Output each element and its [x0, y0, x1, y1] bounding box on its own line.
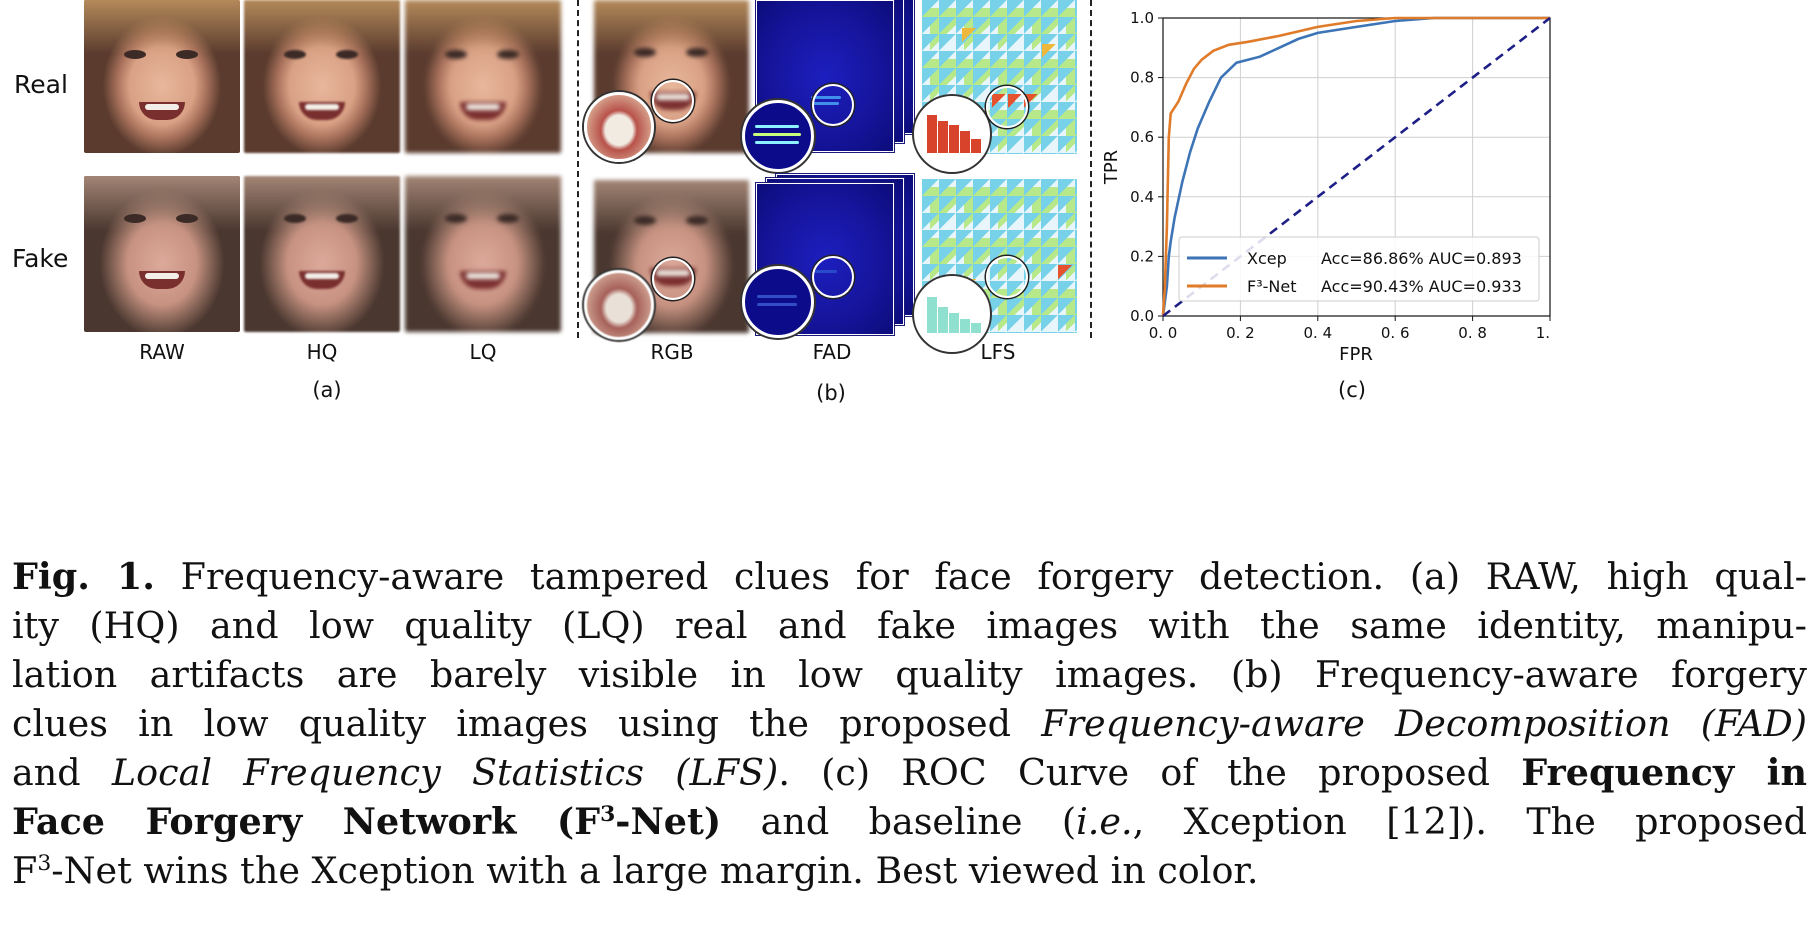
- y-tick-label-1: 0.2: [1130, 247, 1154, 265]
- legend-stats-xcep: Acc=86.86% AUC=0.893: [1321, 249, 1522, 268]
- caption-line-2: ity (HQ) and low quality (LQ) real and f…: [12, 604, 1807, 647]
- panel-label-a: (a): [312, 378, 342, 402]
- fad-fake-marker: [812, 256, 854, 298]
- x-tick-label-5: 1. 0: [1536, 324, 1555, 342]
- x-ticks: 0. 0 0. 2 0. 4 0. 6 0. 8 1. 0: [1149, 316, 1555, 342]
- network-name-part-2: Face Forgery Network (F3-Net): [12, 800, 722, 843]
- col-label-lfs: LFS: [980, 340, 1016, 364]
- y-tick-label-2: 0.4: [1130, 188, 1154, 206]
- caption-line-4: clues in low quality images using the pr…: [12, 702, 1807, 745]
- x-tick-label-4: 0. 8: [1458, 324, 1487, 342]
- fad-term: Frequency-aware Decomposition (FAD): [1041, 702, 1807, 745]
- rgb-fake: [594, 180, 749, 333]
- col-label-rgb: RGB: [650, 340, 694, 364]
- y-axis-label: TPR: [1101, 150, 1122, 185]
- x-axis-label: FPR: [1339, 344, 1373, 365]
- fad-real-zoom: [742, 100, 814, 172]
- rgb-real: [594, 0, 749, 153]
- roc-chart: 0. 0 0. 2 0. 4 0. 6 0. 8 1. 0 0.0 0.2 0.4 0.6 0.8…: [1101, 9, 1555, 365]
- face-real-lq: [405, 0, 561, 153]
- rgb-real-mouth-zoom: [584, 92, 654, 162]
- divider-b-c: [1090, 0, 1092, 338]
- row-label-real: Real: [14, 70, 68, 99]
- caption-line-7: F3-Net wins the Xception with a large ma…: [12, 849, 1259, 892]
- series-line-xcep: [1161, 16, 1550, 317]
- legend-name-xcep: Xcep: [1247, 249, 1287, 268]
- caption-line-3: lation artifacts are barely visible in l…: [12, 653, 1807, 696]
- lfs-real-marker: [986, 86, 1028, 128]
- face-fake-hq: [244, 176, 400, 332]
- caption-line-5: and Local Frequency Statistics (LFS). (c…: [12, 751, 1808, 794]
- panel-label-c: (c): [1338, 378, 1366, 402]
- face-real-hq: [244, 0, 400, 153]
- col-label-lq: LQ: [469, 340, 497, 364]
- rgb-fake-mouth-zoom: [584, 270, 654, 340]
- face-fake-raw: [84, 176, 240, 332]
- col-label-fad: FAD: [812, 340, 852, 364]
- row-label-fake: Fake: [12, 244, 69, 273]
- x-tick-label-2: 0. 4: [1303, 324, 1332, 342]
- y-tick-label-4: 0.8: [1130, 69, 1154, 87]
- network-name-part-1: Frequency in: [1521, 751, 1808, 794]
- x-tick-label-3: 0. 6: [1381, 324, 1410, 342]
- series-line-f-net: [1161, 16, 1550, 317]
- legend-stats-f3net: Acc=90.43% AUC=0.933: [1321, 277, 1522, 296]
- divider-a-b: [577, 0, 579, 338]
- fad-real-marker: [812, 84, 854, 126]
- figure-number: Fig. 1.: [12, 555, 155, 598]
- figure-caption: Fig. 1. Frequency-aware tampered clues f…: [12, 552, 1807, 895]
- fad-fake-zoom: [742, 266, 814, 338]
- legend: Xcep Acc=86.86% AUC=0.893 F³-Net Acc=90.…: [1178, 236, 1540, 302]
- caption-line-6: Face Forgery Network (F3-Net) and baseli…: [12, 800, 1807, 843]
- y-tick-label-0: 0.0: [1130, 307, 1154, 325]
- plot-frame: [1162, 17, 1551, 317]
- lfs-term: Local Frequency Statistics (LFS): [111, 751, 779, 794]
- y-tick-label-5: 1.0: [1130, 9, 1154, 27]
- panel-label-b: (b): [816, 381, 846, 405]
- y-tick-label-3: 0.6: [1130, 128, 1154, 146]
- col-label-raw: RAW: [139, 340, 185, 364]
- legend-name-f3net: F³-Net: [1247, 277, 1296, 296]
- x-tick-label-1: 0. 2: [1226, 324, 1255, 342]
- face-fake-lq: [405, 176, 561, 332]
- lfs-fake-marker: [986, 256, 1028, 298]
- col-label-hq: HQ: [306, 340, 338, 364]
- rgb-fake-mouth-marker: [652, 258, 694, 300]
- rgb-real-mouth-marker: [652, 80, 694, 122]
- lfs-fake: [922, 179, 1077, 333]
- lfs-fake-zoom: [914, 276, 990, 352]
- x-tick-label-0: 0. 0: [1149, 324, 1178, 342]
- lfs-real-zoom: [914, 96, 990, 172]
- caption-line-1: Fig. 1. Frequency-aware tampered clues f…: [12, 555, 1808, 598]
- face-real-raw: [84, 0, 240, 153]
- y-ticks: 0.0 0.2 0.4 0.6 0.8 1.0: [1130, 9, 1163, 325]
